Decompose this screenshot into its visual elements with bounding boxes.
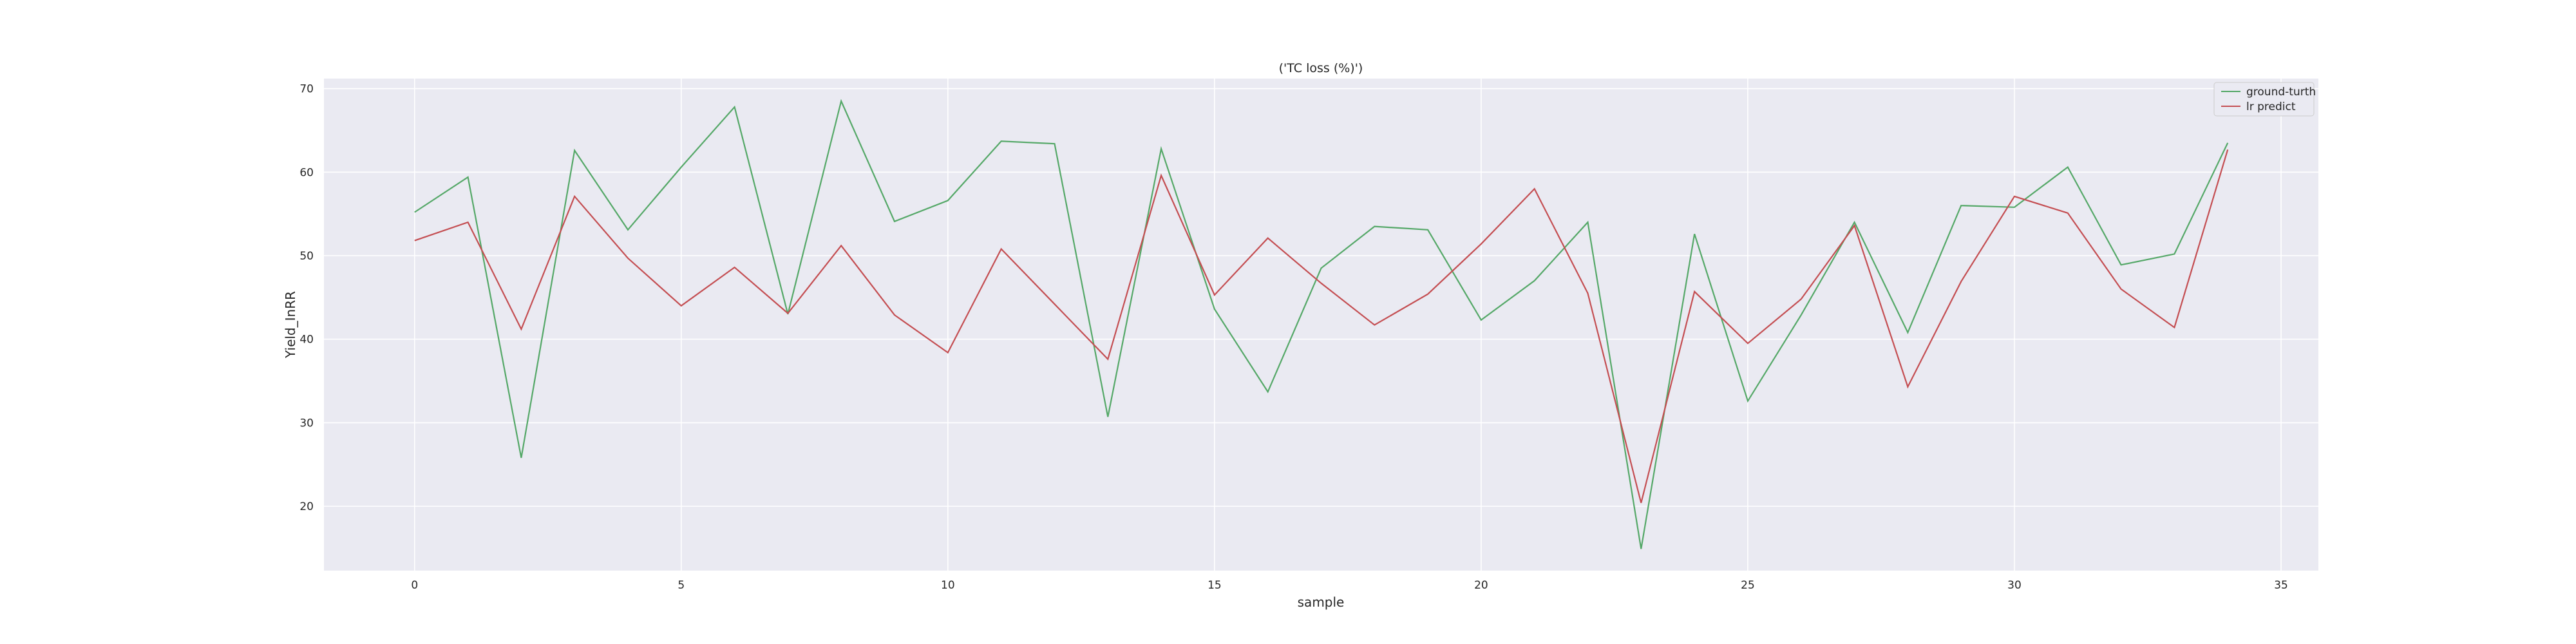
grid-lines xyxy=(324,79,2318,571)
x-tick-label: 20 xyxy=(1474,579,1488,592)
x-tick-label: 10 xyxy=(941,579,955,592)
x-tick-label: 35 xyxy=(2274,579,2288,592)
y-axis-label: Yield_InRR xyxy=(283,291,298,359)
y-tick-label: 30 xyxy=(299,417,314,430)
y-tick-label: 50 xyxy=(299,250,314,263)
legend: ground-turth lr predict xyxy=(2213,82,2316,117)
series-line-ground-turth xyxy=(414,99,2229,549)
legend-label-lr-predict: lr predict xyxy=(2246,100,2296,113)
y-tick-label: 60 xyxy=(299,166,314,179)
x-tick-label: 5 xyxy=(677,579,685,592)
series-lines xyxy=(414,99,2229,549)
x-tick-label: 30 xyxy=(2007,579,2022,592)
x-tick-label: 25 xyxy=(1741,579,1755,592)
plot-background xyxy=(324,79,2318,571)
x-axis-label: sample xyxy=(1298,594,1345,610)
chart-title: ('TC loss (%)') xyxy=(1279,61,1363,75)
y-tick-label: 40 xyxy=(299,334,314,346)
y-tick-label: 20 xyxy=(299,500,314,513)
legend-label-ground-turth: ground-turth xyxy=(2246,86,2316,99)
x-tick-label: 0 xyxy=(411,579,418,592)
y-tick-label: 70 xyxy=(299,83,314,96)
y-tick-labels: 20 30 40 50 60 70 xyxy=(299,83,314,514)
series-line-lr-predict xyxy=(414,149,2229,504)
x-tick-label: 15 xyxy=(1208,579,1222,592)
x-tick-labels: 0 5 10 15 20 25 30 35 xyxy=(411,579,2287,592)
